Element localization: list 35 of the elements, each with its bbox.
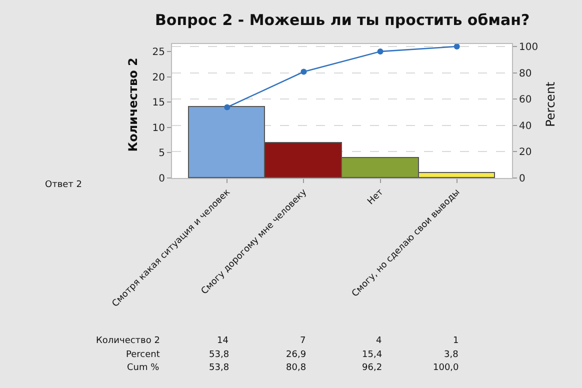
y2-tick-label: 40	[519, 120, 532, 132]
point	[224, 104, 230, 110]
text: 15,4	[362, 350, 382, 360]
y-tick-label: 10	[152, 122, 165, 134]
y-tick-label: 20	[152, 72, 165, 84]
data-label: 80,8	[286, 363, 306, 373]
data-label: 100,0	[433, 363, 460, 373]
text: Cum %	[127, 363, 160, 373]
y2-tick-label: 60	[519, 94, 532, 106]
x-axis-title: Ответ 2	[45, 180, 82, 190]
y2-tick-label: 0	[519, 174, 526, 184]
y2-axis-title: Percent	[543, 81, 558, 127]
y-axis-title: Количество 2	[126, 58, 140, 152]
chart-title: Вопрос 2 - Можешь ли ты простить обман?	[155, 11, 530, 29]
data-label: 53,8	[209, 363, 230, 373]
point	[300, 68, 307, 75]
point	[454, 44, 460, 50]
y-tick-label: 0	[158, 174, 165, 184]
text: 53,8	[209, 350, 230, 360]
y2-tick-label: 100	[519, 42, 538, 53]
data-label: 4	[376, 336, 382, 346]
text: 26,9	[286, 350, 306, 360]
point	[377, 48, 384, 54]
text: Percent	[126, 350, 160, 360]
data-label: 1	[453, 336, 459, 346]
data-label: 7	[300, 336, 306, 346]
text: 3,8	[444, 350, 459, 360]
y2-tick-label: 80	[519, 68, 532, 80]
data-label: 14	[217, 336, 229, 346]
y2-tick-label: 20	[519, 147, 532, 158]
y-tick-label: 5	[158, 148, 165, 160]
data-label: 96,2	[362, 363, 382, 373]
text: Количество 2	[96, 336, 160, 346]
y-tick-label: 25	[152, 47, 165, 58]
y-tick-label: 15	[152, 98, 165, 109]
